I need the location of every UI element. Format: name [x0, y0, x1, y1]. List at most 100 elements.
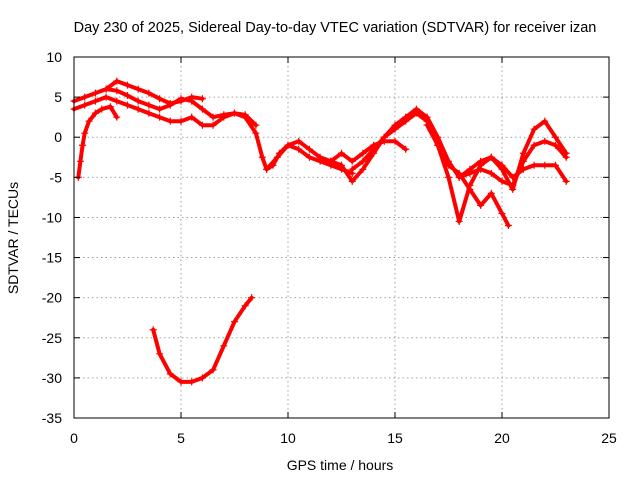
data-point-marker	[434, 141, 442, 149]
data-point-marker	[477, 157, 485, 165]
series-trace	[72, 95, 258, 128]
grid-lines	[74, 57, 609, 418]
data-point-marker	[91, 97, 99, 105]
data-point-marker	[241, 111, 249, 119]
data-point-marker	[81, 129, 89, 137]
data-point-marker	[188, 378, 196, 386]
data-series-layer	[70, 77, 570, 386]
data-point-marker	[445, 173, 452, 181]
data-point-marker	[198, 95, 206, 103]
data-point-marker	[177, 378, 185, 386]
y-tick-label: -30	[42, 370, 62, 386]
data-point-marker	[241, 302, 249, 310]
data-point-marker	[295, 137, 303, 145]
y-tick-label: -15	[42, 250, 62, 266]
y-tick-label: 5	[54, 89, 62, 105]
data-point-marker	[91, 109, 99, 117]
y-tick-label: -5	[50, 169, 63, 185]
series-arc-8	[423, 121, 512, 229]
x-axis-label: GPS time / hours	[287, 457, 394, 473]
data-point-marker	[252, 129, 260, 137]
data-point-marker	[455, 173, 463, 181]
y-axis-label: SDTVAR / TECUs	[5, 182, 21, 294]
data-point-marker	[231, 109, 238, 117]
data-point-marker	[145, 109, 153, 117]
data-point-marker	[102, 93, 110, 101]
data-point-marker	[370, 145, 378, 153]
data-point-marker	[248, 294, 256, 302]
data-point-marker	[327, 157, 335, 165]
data-point-marker	[562, 177, 570, 185]
data-point-marker	[198, 374, 206, 382]
data-point-marker	[477, 201, 485, 209]
y-tick-label: 10	[46, 49, 62, 65]
x-tick-labels: 0 5 10 15 20 25	[70, 430, 617, 446]
data-point-marker	[487, 169, 495, 177]
data-point-marker	[552, 161, 559, 169]
data-point-marker	[198, 121, 206, 129]
data-point-marker	[402, 145, 410, 153]
x-tick-label: 20	[494, 430, 510, 446]
data-point-marker	[498, 209, 506, 217]
x-tick-label: 5	[177, 430, 185, 446]
data-point-marker	[295, 145, 303, 153]
data-point-marker	[498, 177, 506, 185]
data-point-marker	[145, 89, 153, 97]
series-arc-3	[102, 77, 206, 108]
data-point-marker	[177, 117, 185, 125]
data-point-marker	[156, 113, 164, 121]
data-point-marker	[530, 141, 538, 149]
data-point-marker	[359, 157, 367, 165]
data-point-marker	[166, 117, 174, 125]
x-tick-label: 25	[601, 430, 617, 446]
data-point-marker	[134, 97, 142, 105]
data-point-marker	[198, 105, 206, 113]
data-point-marker	[113, 97, 121, 105]
data-point-marker	[98, 105, 106, 113]
plot-frame	[73, 56, 610, 419]
data-point-marker	[530, 125, 538, 133]
data-point-marker	[134, 105, 142, 113]
chart-title: Day 230 of 2025, Sidereal Day-to-day VTE…	[74, 20, 597, 36]
data-point-marker	[541, 161, 549, 169]
data-point-marker	[134, 85, 142, 93]
axis-ticks	[73, 56, 610, 419]
data-point-marker	[541, 137, 549, 145]
data-point-marker	[124, 92, 131, 100]
x-tick-label: 10	[280, 430, 296, 446]
data-point-marker	[487, 189, 495, 197]
y-tick-labels: 10 5 0 -5 -10 -15 -20 -25 -30 -35	[42, 49, 62, 426]
data-point-marker	[81, 101, 89, 109]
data-point-marker	[402, 117, 410, 125]
data-point-marker	[380, 133, 388, 141]
data-point-marker	[316, 153, 324, 161]
series-arc-9	[455, 117, 570, 193]
data-point-marker	[166, 100, 174, 108]
data-point-marker	[519, 165, 527, 173]
data-point-marker	[156, 350, 164, 358]
series-arc-2	[70, 93, 260, 129]
data-point-marker	[552, 141, 559, 149]
data-point-marker	[156, 95, 164, 103]
data-point-marker	[348, 177, 356, 185]
data-point-marker	[273, 153, 281, 161]
y-tick-label: -10	[42, 209, 62, 225]
data-point-marker	[106, 103, 114, 111]
data-point-marker	[487, 153, 495, 161]
data-point-marker	[124, 81, 131, 89]
data-point-marker	[209, 113, 217, 121]
data-point-marker	[156, 105, 164, 113]
data-point-marker	[562, 149, 570, 157]
data-point-marker	[338, 149, 345, 157]
data-point-marker	[220, 342, 228, 350]
data-point-marker	[530, 161, 538, 169]
data-point-marker	[209, 366, 217, 374]
data-point-marker	[231, 318, 238, 326]
data-point-marker	[455, 217, 463, 225]
data-point-marker	[81, 93, 89, 101]
data-point-marker	[359, 165, 367, 173]
data-point-marker	[466, 165, 474, 173]
data-point-marker	[509, 185, 517, 193]
data-point-marker	[348, 165, 356, 173]
